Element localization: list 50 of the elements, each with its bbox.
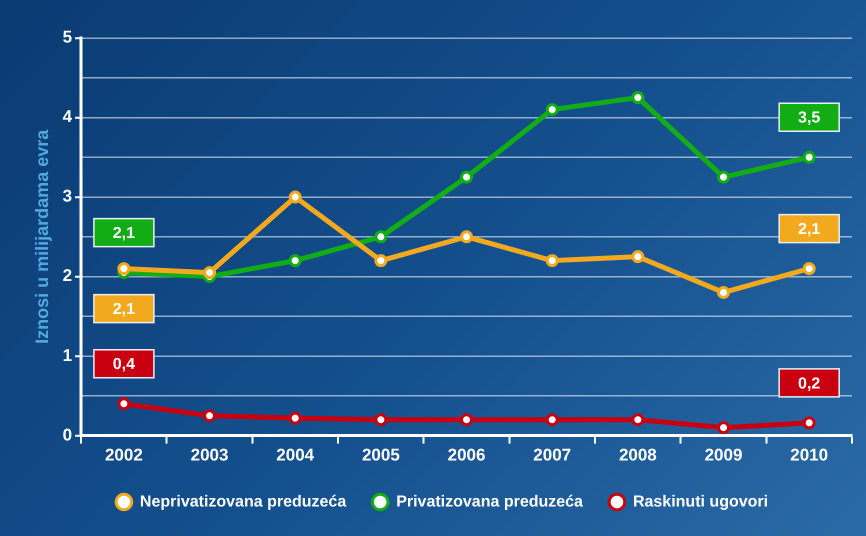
point	[288, 254, 302, 268]
point	[203, 266, 216, 280]
point	[546, 103, 559, 116]
data-label: 2,1	[798, 221, 820, 238]
x-tick-label: 2003	[190, 445, 228, 464]
x-tick-label: 2005	[362, 445, 400, 464]
x-tick-label: 2008	[618, 445, 657, 464]
y-axis-title: Iznosi u milijardama evra	[32, 128, 52, 344]
data-label: 3,5	[798, 110, 820, 127]
point	[717, 170, 730, 184]
x-tick-label: 2009	[704, 445, 742, 464]
point	[117, 397, 130, 410]
x-tick-label: 2004	[276, 445, 315, 464]
point	[802, 150, 816, 164]
point	[631, 250, 644, 264]
y-tick-label: 2	[62, 266, 72, 286]
point	[460, 170, 474, 184]
point	[374, 254, 388, 268]
y-tick-label: 3	[62, 186, 72, 206]
point	[374, 230, 388, 244]
point	[203, 409, 216, 422]
point	[460, 230, 474, 244]
y-tick-label: 0	[62, 425, 72, 444]
y-tick-label: 5	[62, 28, 72, 47]
point	[460, 413, 474, 426]
point	[717, 421, 730, 434]
data-label: 0,4	[112, 356, 136, 374]
point	[717, 286, 730, 299]
point	[546, 254, 559, 268]
point	[117, 262, 130, 276]
point	[288, 412, 302, 425]
data-label: 2,1	[112, 301, 136, 318]
point	[631, 413, 644, 426]
y-tick-label: 1	[62, 346, 72, 365]
point	[631, 91, 644, 104]
legend-label: Privatizovana preduzeća	[396, 493, 584, 510]
x-tick-label: 2006	[448, 445, 486, 464]
y-tick-label: 4	[62, 107, 73, 126]
x-tick-label: 2007	[533, 445, 572, 464]
point	[374, 413, 388, 426]
x-tick-label: 2002	[104, 445, 143, 464]
point	[546, 413, 559, 426]
point	[802, 262, 816, 276]
point	[288, 190, 302, 204]
data-label: 0,2	[798, 375, 820, 392]
legend-label: Raskinuti ugovori	[632, 493, 768, 510]
data-label: 2,1	[112, 224, 136, 242]
point	[802, 416, 816, 430]
x-tick-label: 2010	[790, 445, 828, 464]
legend-label: Neprivatizovana preduzeća	[140, 493, 346, 510]
